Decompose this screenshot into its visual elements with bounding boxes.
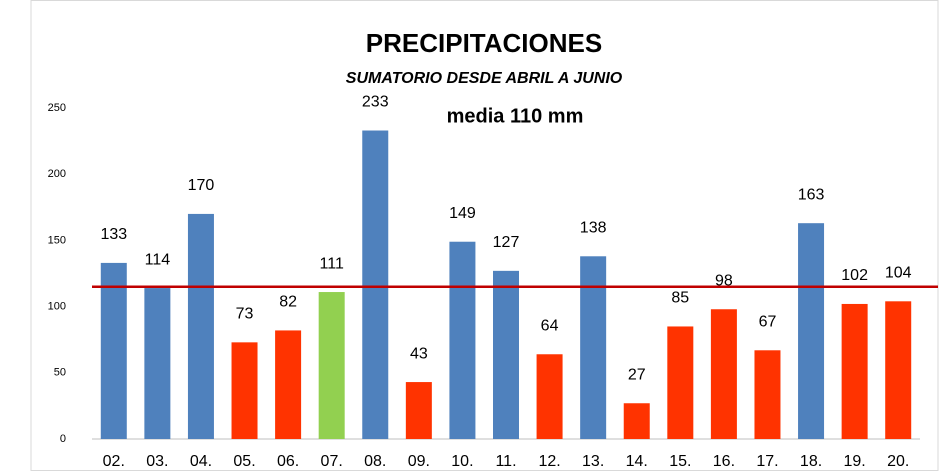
bar [405,382,432,439]
y-tick-label: 200 [48,168,66,180]
data-label: 133 [100,226,127,243]
x-tick-label: 04. [190,453,212,470]
x-tick-label: 18. [800,453,822,470]
bar [362,130,389,439]
x-tick-label: 11. [495,453,516,470]
data-label: 43 [410,345,428,362]
y-tick-label: 0 [60,433,66,445]
bar [841,303,868,439]
data-label: 114 [145,251,171,268]
annotation: media 110 mm [447,105,584,127]
x-tick-label: 07. [321,453,343,470]
data-label: 138 [580,220,607,237]
bar [885,301,912,439]
data-label: 104 [885,265,912,282]
data-label: 85 [671,290,689,307]
bar [536,354,563,439]
y-tick-label: 100 [48,301,66,313]
data-label: 149 [449,205,476,222]
x-tick-label: 05. [233,453,255,470]
bar [798,223,825,439]
x-tick-label: 03. [146,453,168,470]
x-tick-label: 02. [103,453,125,470]
data-label: 27 [628,366,646,383]
data-label: 67 [759,314,777,331]
x-tick-label: 15. [669,453,691,470]
bar [231,342,258,439]
data-label: 163 [798,186,825,203]
bar [667,326,694,439]
data-label: 233 [362,94,389,111]
data-label: 170 [188,177,215,194]
bar [754,350,781,439]
x-tick-label: 08. [364,453,386,470]
y-tick-label: 150 [48,234,66,246]
bar [144,288,171,439]
y-tick-label: 250 [48,102,66,114]
bar [580,256,607,439]
x-tick-label: 20. [887,453,909,470]
chart-subtitle: SUMATORIO DESDE ABRIL A JUNIO [346,70,623,87]
chart-frame [30,0,939,471]
x-tick-label: 13. [582,453,604,470]
bar [449,241,476,439]
x-tick-label: 10. [451,453,473,470]
bar [100,262,127,439]
bar [710,309,737,439]
y-tick-label: 50 [54,367,66,379]
x-tick-label: 19. [844,453,866,470]
x-tick-label: 06. [277,453,299,470]
chart-title: PRECIPITACIONES [366,28,602,58]
bar [318,292,345,439]
data-label: 102 [841,267,868,284]
x-tick-label: 12. [538,453,560,470]
x-tick-label: 09. [408,453,430,470]
data-label: 98 [715,272,733,289]
data-label: 82 [279,294,297,311]
bar [275,330,302,439]
data-label: 73 [236,306,254,323]
bar [623,403,650,439]
bar [187,213,214,439]
x-tick-label: 17. [756,453,778,470]
x-tick-label: 14. [626,453,648,470]
x-tick-label: 16. [713,453,735,470]
data-label: 111 [320,255,344,272]
bar [493,270,519,439]
data-label: 127 [493,234,520,251]
data-label: 64 [541,317,559,334]
